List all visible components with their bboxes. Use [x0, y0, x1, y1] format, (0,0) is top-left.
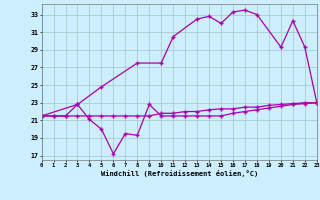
X-axis label: Windchill (Refroidissement éolien,°C): Windchill (Refroidissement éolien,°C): [100, 170, 258, 177]
